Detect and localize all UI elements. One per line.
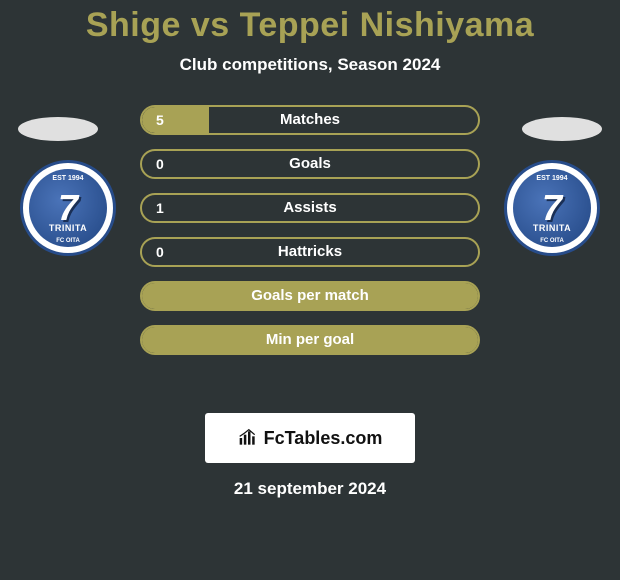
- date-text: 21 september 2024: [0, 479, 620, 499]
- badge-fc: FC OITA: [56, 238, 80, 244]
- stat-row-label: Min per goal: [142, 327, 478, 353]
- stat-row: Goals0: [140, 149, 480, 179]
- club-badge-inner: EST 1994 7 TRINITA FC OITA: [513, 169, 591, 247]
- stats-area: EST 1994 7 TRINITA FC OITA EST 1994 7 TR…: [0, 105, 620, 395]
- stat-row-value-left: 5: [156, 107, 164, 133]
- stat-row-value-left: 1: [156, 195, 164, 221]
- badge-team: TRINITA: [49, 223, 87, 233]
- bar-chart-icon: [238, 428, 258, 448]
- club-badge-inner: EST 1994 7 TRINITA FC OITA: [29, 169, 107, 247]
- stat-row: Matches5: [140, 105, 480, 135]
- stat-row-value-left: 0: [156, 239, 164, 265]
- stat-row-label: Matches: [142, 107, 478, 133]
- stat-row: Assists1: [140, 193, 480, 223]
- badge-est: EST 1994: [52, 175, 83, 182]
- club-badge-right: EST 1994 7 TRINITA FC OITA: [504, 160, 600, 256]
- badge-number: 7: [58, 192, 78, 224]
- fctables-logo: FcTables.com: [205, 413, 415, 463]
- stat-row: Min per goal: [140, 325, 480, 355]
- stat-row: Goals per match: [140, 281, 480, 311]
- player-photo-left-placeholder: [18, 117, 98, 141]
- badge-fc: FC OITA: [540, 238, 564, 244]
- badge-team: TRINITA: [533, 223, 571, 233]
- stat-rows: Matches5Goals0Assists1Hattricks0Goals pe…: [140, 105, 480, 369]
- player-photo-right-placeholder: [522, 117, 602, 141]
- page-subtitle: Club competitions, Season 2024: [0, 55, 620, 75]
- page-title: Shige vs Teppei Nishiyama: [0, 0, 620, 45]
- comparison-infographic: Shige vs Teppei Nishiyama Club competiti…: [0, 0, 620, 580]
- badge-number: 7: [542, 192, 562, 224]
- stat-row-label: Hattricks: [142, 239, 478, 265]
- stat-row-label: Assists: [142, 195, 478, 221]
- stat-row-label: Goals: [142, 151, 478, 177]
- stat-row-value-left: 0: [156, 151, 164, 177]
- stat-row-label: Goals per match: [142, 283, 478, 309]
- badge-est: EST 1994: [536, 175, 567, 182]
- stat-row: Hattricks0: [140, 237, 480, 267]
- fctables-text: FcTables.com: [264, 428, 383, 449]
- club-badge-left: EST 1994 7 TRINITA FC OITA: [20, 160, 116, 256]
